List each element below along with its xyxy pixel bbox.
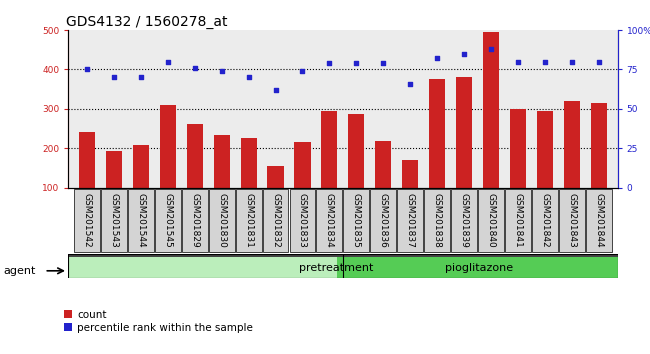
FancyBboxPatch shape (370, 189, 396, 252)
Text: GSM201829: GSM201829 (190, 193, 200, 248)
Text: GSM201543: GSM201543 (109, 193, 118, 248)
Point (162, 59, 173, 64)
Point (351, 60, 361, 66)
Text: GSM201832: GSM201832 (271, 193, 280, 248)
FancyBboxPatch shape (424, 189, 450, 252)
FancyBboxPatch shape (451, 189, 477, 252)
Bar (187, 124, 203, 227)
Text: GSM201840: GSM201840 (486, 193, 495, 248)
Text: GSM201545: GSM201545 (163, 193, 172, 248)
Bar (214, 135, 230, 227)
Text: GSM201841: GSM201841 (514, 193, 523, 248)
Point (270, 87, 281, 93)
Bar (268, 166, 283, 227)
Bar (133, 145, 149, 227)
Bar (483, 32, 499, 227)
FancyBboxPatch shape (289, 189, 315, 252)
Bar (537, 111, 553, 227)
Bar (337, 257, 618, 278)
Text: GSM201833: GSM201833 (298, 193, 307, 248)
Text: GSM201836: GSM201836 (379, 193, 388, 248)
FancyBboxPatch shape (532, 189, 558, 252)
Bar (510, 109, 526, 227)
Point (513, 59, 523, 64)
Point (432, 56, 442, 61)
Text: GSM201831: GSM201831 (244, 193, 253, 248)
Point (405, 81, 415, 86)
FancyBboxPatch shape (317, 189, 343, 252)
Text: GSM201844: GSM201844 (594, 193, 603, 248)
Bar (429, 79, 445, 227)
Text: pioglitazone: pioglitazone (445, 263, 513, 273)
Bar (456, 78, 472, 227)
Point (459, 51, 469, 57)
Bar (79, 132, 95, 227)
Text: GSM201834: GSM201834 (325, 193, 334, 248)
Text: GSM201544: GSM201544 (136, 193, 146, 248)
Point (190, 65, 200, 71)
Point (109, 75, 119, 80)
FancyBboxPatch shape (182, 189, 208, 252)
Bar (106, 151, 122, 227)
Text: GSM201839: GSM201839 (460, 193, 469, 248)
FancyBboxPatch shape (586, 189, 612, 252)
Bar (348, 114, 365, 227)
Text: agent: agent (3, 266, 36, 276)
Text: GDS4132 / 1560278_at: GDS4132 / 1560278_at (66, 15, 227, 29)
FancyBboxPatch shape (209, 189, 235, 252)
Point (486, 46, 496, 52)
Text: pretreatment: pretreatment (299, 263, 373, 273)
FancyBboxPatch shape (101, 189, 127, 252)
Bar (321, 111, 337, 227)
FancyBboxPatch shape (397, 189, 423, 252)
Point (297, 68, 307, 74)
Bar (160, 105, 176, 227)
Text: GSM201835: GSM201835 (352, 193, 361, 248)
FancyBboxPatch shape (128, 189, 154, 252)
FancyBboxPatch shape (559, 189, 584, 252)
Bar (591, 103, 606, 227)
Point (540, 59, 550, 64)
Text: GSM201843: GSM201843 (567, 193, 577, 248)
Point (244, 75, 254, 80)
Text: GSM201838: GSM201838 (433, 193, 441, 248)
FancyBboxPatch shape (478, 189, 504, 252)
FancyBboxPatch shape (74, 189, 100, 252)
FancyBboxPatch shape (263, 189, 289, 252)
Bar (402, 160, 418, 227)
Text: GSM201542: GSM201542 (83, 193, 92, 248)
Bar (68, 254, 618, 257)
Point (82, 67, 92, 72)
Legend: count, percentile rank within the sample: count, percentile rank within the sample (64, 310, 253, 333)
FancyBboxPatch shape (505, 189, 531, 252)
Bar (240, 138, 257, 227)
Text: GSM201837: GSM201837 (406, 193, 415, 248)
Point (378, 60, 389, 66)
Point (593, 59, 604, 64)
Bar (375, 141, 391, 227)
Point (324, 60, 335, 66)
Point (136, 75, 146, 80)
Bar (294, 142, 311, 227)
Point (567, 59, 577, 64)
Text: GSM201830: GSM201830 (217, 193, 226, 248)
FancyBboxPatch shape (343, 189, 369, 252)
Bar (564, 101, 580, 227)
FancyBboxPatch shape (236, 189, 261, 252)
Text: GSM201842: GSM201842 (540, 193, 549, 248)
FancyBboxPatch shape (155, 189, 181, 252)
Bar (68, 257, 337, 278)
Point (216, 68, 227, 74)
